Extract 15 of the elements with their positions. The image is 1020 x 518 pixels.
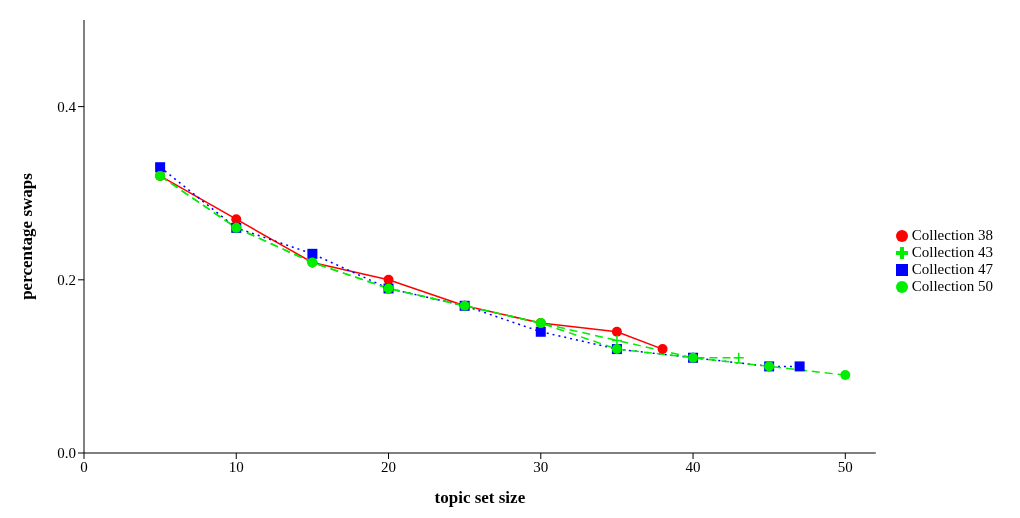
x-tick-label: 30 bbox=[533, 458, 549, 475]
x-tick-label: 0 bbox=[80, 458, 88, 475]
x-axis-title: topic set size bbox=[434, 488, 526, 507]
x-tick-label: 50 bbox=[837, 458, 853, 475]
legend-label: Collection 38 bbox=[911, 226, 993, 243]
y-tick-label: 0.4 bbox=[57, 98, 77, 115]
x-tick-label: 10 bbox=[228, 458, 244, 475]
y-tick-label: 0.2 bbox=[57, 272, 76, 289]
x-tick-label: 20 bbox=[381, 458, 397, 475]
legend-label: Collection 50 bbox=[911, 277, 993, 294]
y-axis-title: percentage swaps bbox=[17, 172, 37, 300]
legend-label: Collection 47 bbox=[911, 260, 993, 277]
x-tick-label: 40 bbox=[685, 458, 701, 475]
legend-label: Collection 43 bbox=[911, 243, 993, 260]
y-tick-label: 0.0 bbox=[57, 445, 76, 462]
